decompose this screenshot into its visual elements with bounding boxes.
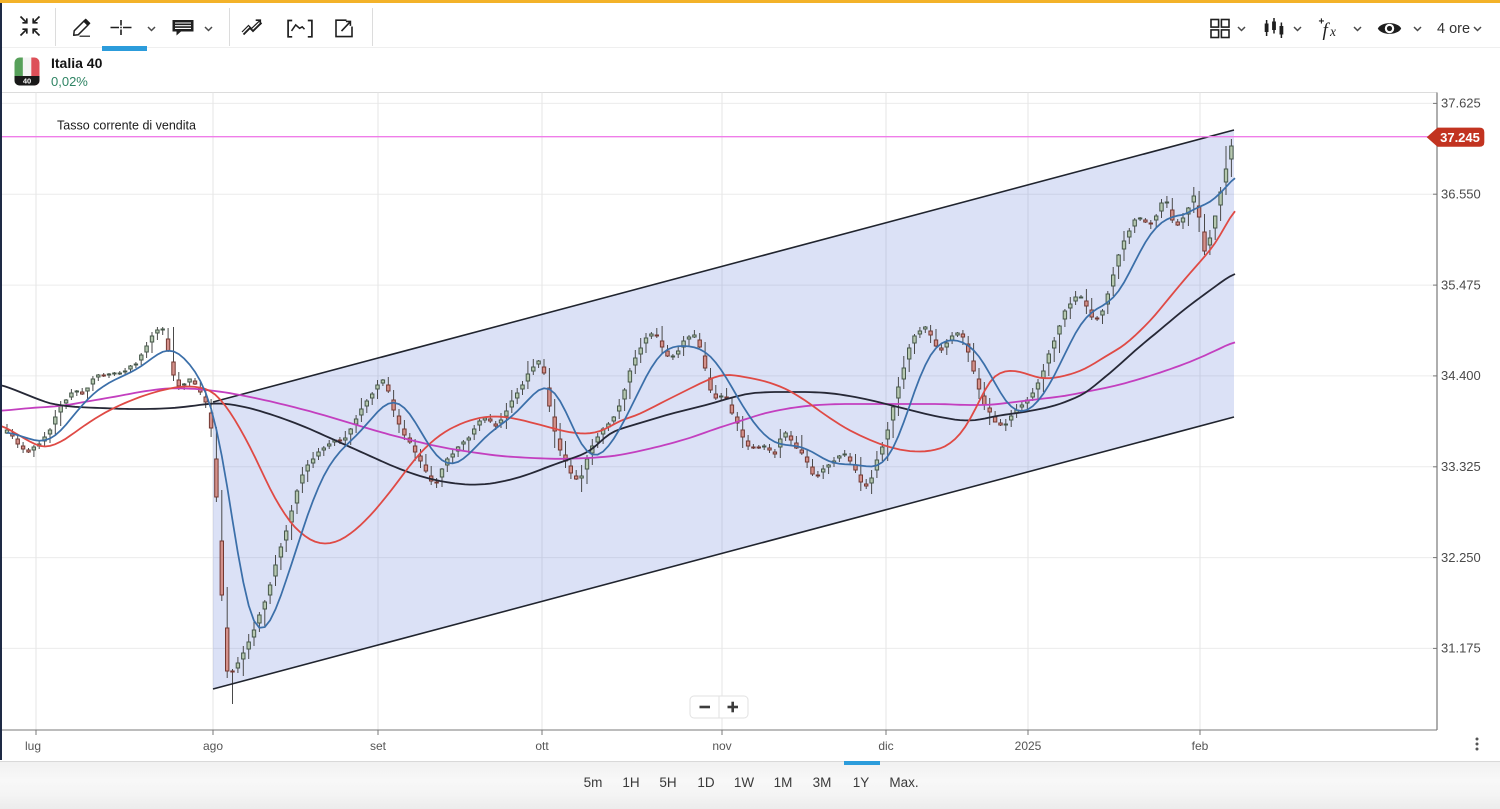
svg-text:35.475: 35.475 <box>1441 278 1481 293</box>
svg-text:31.175: 31.175 <box>1441 641 1481 656</box>
svg-text:37.245: 37.245 <box>1440 130 1480 145</box>
svg-text:34.400: 34.400 <box>1441 368 1481 383</box>
svg-text:32.250: 32.250 <box>1441 550 1481 565</box>
svg-text:Tasso corrente di vendita: Tasso corrente di vendita <box>57 119 196 133</box>
svg-text:+: + <box>1319 17 1325 28</box>
svg-text:lug: lug <box>25 739 41 753</box>
svg-text:x: x <box>1329 24 1336 39</box>
svg-text:40: 40 <box>23 77 31 86</box>
svg-text:36.550: 36.550 <box>1441 187 1481 202</box>
svg-text:dic: dic <box>878 739 893 753</box>
svg-text:33.325: 33.325 <box>1441 459 1481 474</box>
svg-text:nov: nov <box>712 739 731 753</box>
svg-text:2025: 2025 <box>1015 739 1042 753</box>
svg-text:set: set <box>370 739 387 753</box>
svg-text:ott: ott <box>535 739 549 753</box>
svg-text:feb: feb <box>1192 739 1209 753</box>
svg-text:37.625: 37.625 <box>1441 96 1481 111</box>
svg-text:ago: ago <box>203 739 223 753</box>
svg-text:f: f <box>1323 20 1331 41</box>
